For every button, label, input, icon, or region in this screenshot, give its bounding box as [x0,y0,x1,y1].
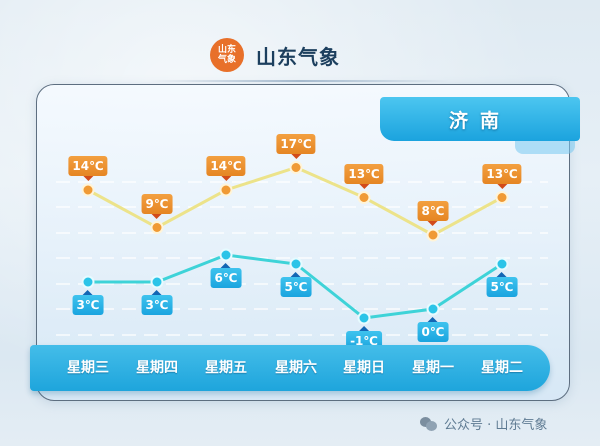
low-temp-label: 3℃ [141,290,173,315]
low-temp-point [426,302,440,316]
day-bar [30,345,550,391]
footer: 公众号 · 山东气象 [420,414,547,433]
high-temp-points [81,161,509,242]
high-temp-point [495,191,509,204]
city-banner: 济南 [380,97,580,141]
low-temp-point [495,257,509,271]
day-label: 星期六 [275,360,317,376]
low-temp-label: 5℃ [280,272,312,297]
day-label: 星期一 [412,360,454,376]
header: 山东 气象 山东气象 [210,38,340,72]
high-temp-point [289,161,303,174]
city-banner-tab [515,140,575,154]
brand-title: 山东气象 [256,44,340,69]
high-temp-point [426,228,440,242]
high-temp-label: 8℃ [417,201,449,226]
high-temp-label: 14℃ [68,156,108,181]
day-label: 星期三 [67,360,109,376]
high-temp-label: 17℃ [276,133,316,159]
low-temp-points [81,248,509,325]
footer-text: 公众号 · 山东气象 [444,418,548,433]
high-temp-label: 13℃ [344,163,384,189]
header-divider [150,80,450,82]
logo-text-line1: 山东 [217,45,236,55]
low-temp-label: 5℃ [486,272,518,297]
logo-text-line2: 气象 [217,55,236,65]
low-temp-point [357,311,371,325]
logo: 山东 气象 [210,38,244,72]
low-temp-point [81,275,95,289]
high-temp-label: 9℃ [141,193,173,219]
low-temp-label: 3℃ [72,290,104,315]
high-temp-point [357,191,371,204]
low-temp-point [289,257,303,271]
day-label: 星期五 [205,360,247,376]
high-temp-point [150,221,164,234]
low-temp-label: 0℃ [417,317,449,342]
high-temp-label: 14℃ [206,156,246,181]
wechat-icon [420,416,438,431]
day-label: 星期二 [481,360,523,376]
gridlines [56,181,548,336]
low-temp-label: 6℃ [210,263,242,288]
day-label: 星期四 [136,360,178,376]
high-temp-point [219,183,233,197]
high-temp-label: 13℃ [482,163,522,189]
low-temp-point [219,248,233,262]
high-temp-point [81,183,95,197]
low-temp-point [150,275,164,289]
day-label: 星期日 [343,360,385,376]
